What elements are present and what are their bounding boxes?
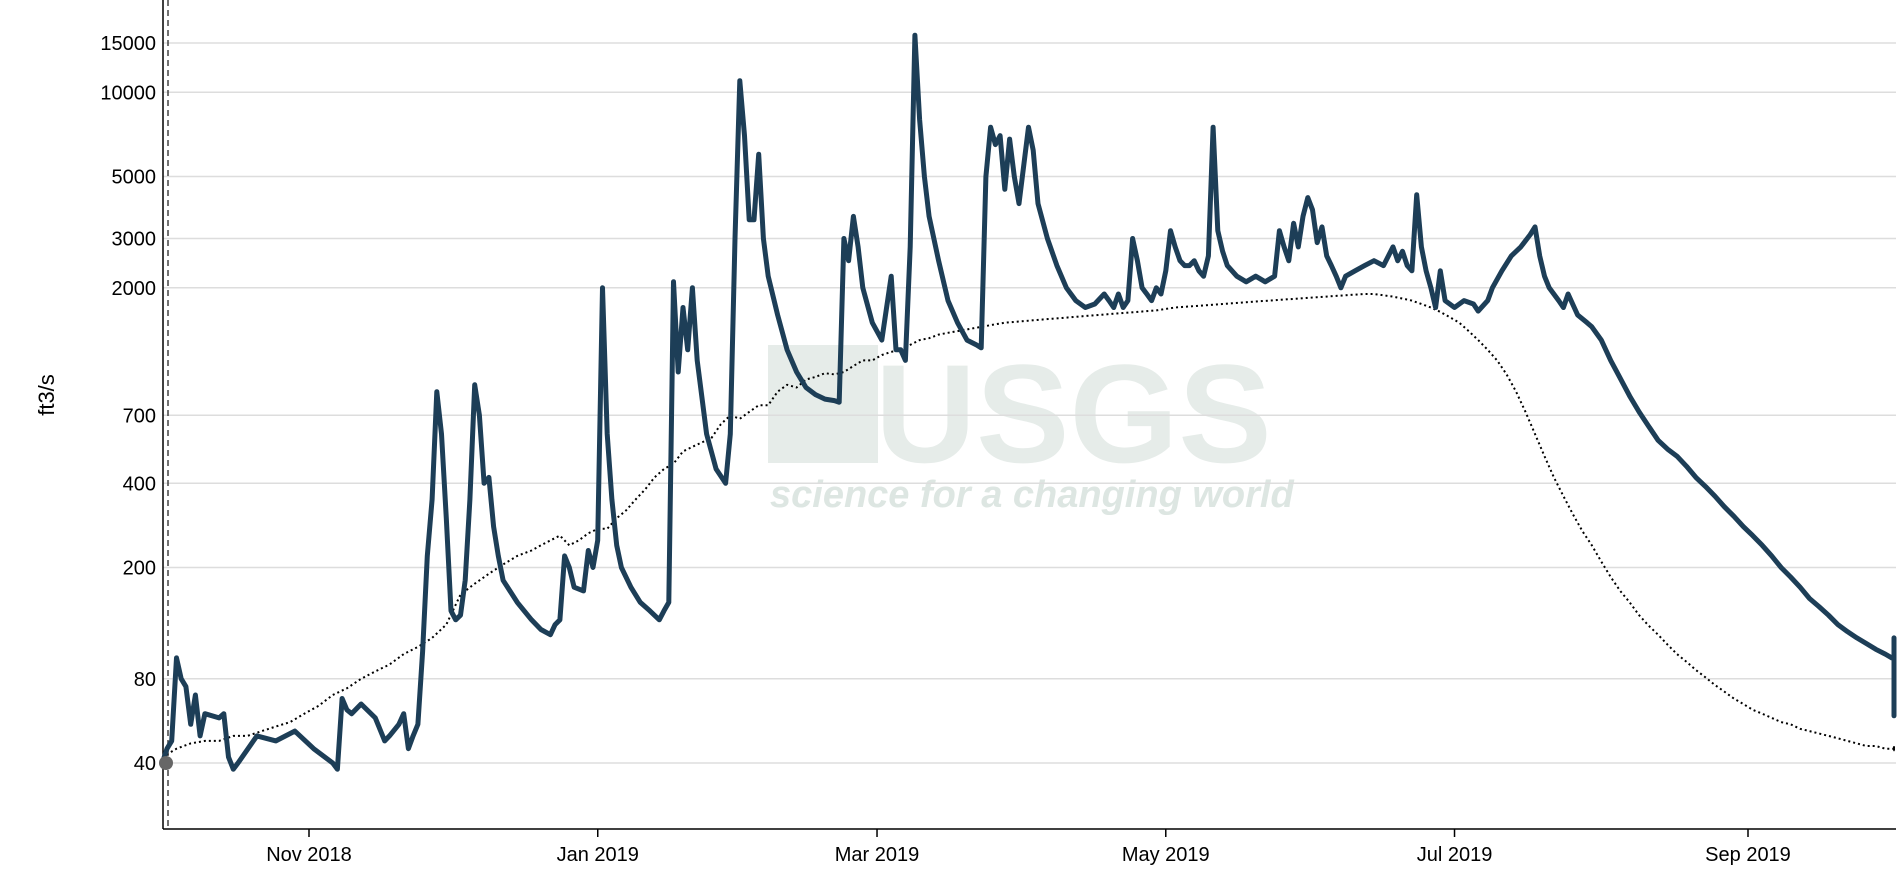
y-tick-label-700: 700 [123, 405, 156, 427]
usgs-logo-text: USGS [875, 335, 1272, 492]
y-tick-label-40: 40 [134, 753, 156, 775]
usgs-logo-mark [768, 345, 878, 463]
start-point-marker [159, 756, 173, 770]
median-series-line [161, 293, 1895, 758]
usgs-tagline: science for a changing world [770, 474, 1294, 516]
grid-lines [163, 42, 1896, 764]
y-tick-label-3000: 3000 [112, 229, 157, 251]
discharge-series-line [159, 32, 1897, 772]
x-tick-label: Sep 2019 [1705, 844, 1791, 866]
y-tick-label-400: 400 [123, 473, 156, 495]
y-tick-label-5000: 5000 [112, 166, 157, 188]
y-tick-label-15000: 15000 [100, 33, 156, 55]
usgs-watermark: USGS science for a changing world [768, 335, 1294, 516]
x-tick-label: Jul 2019 [1417, 844, 1493, 866]
y-tick-label-200: 200 [123, 557, 156, 579]
x-axis: Nov 2018 Jan 2019 Mar 2019 May 2019 Jul 2019… [163, 828, 1896, 866]
y-tick-label-2000: 2000 [112, 278, 157, 300]
y-axis-title: ft3/s [34, 374, 59, 416]
x-tick-label: May 2019 [1122, 844, 1210, 866]
data-series [159, 32, 1897, 772]
y-axis-tick-labels: 40 80 200 400 700 2000 3000 5000 10000 15000 [100, 33, 156, 775]
y-tick-label-10000: 10000 [100, 82, 156, 104]
x-tick-label: Nov 2018 [266, 844, 352, 866]
x-tick-label: Jan 2019 [557, 844, 639, 866]
x-tick-label: Mar 2019 [835, 844, 920, 866]
y-tick-label-80: 80 [134, 669, 156, 691]
